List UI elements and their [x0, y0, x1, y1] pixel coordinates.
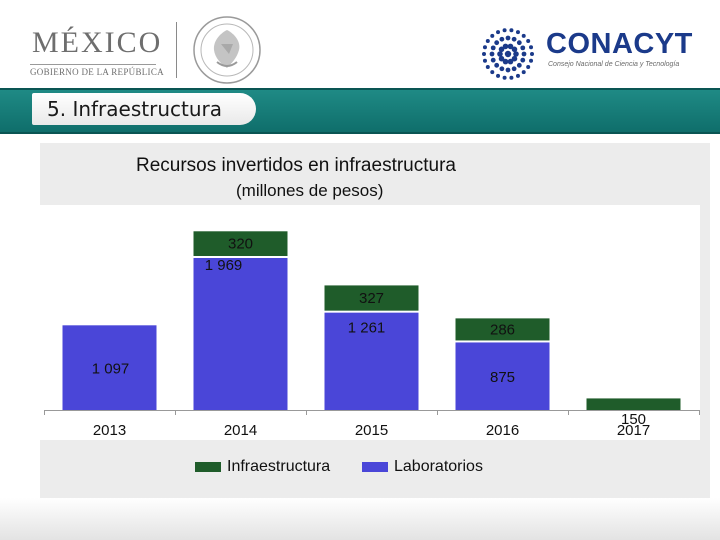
data-label-infraestructura-2016: 286	[490, 321, 515, 338]
header: MÉXICO GOBIERNO DE LA REPÚBLICA CONACYT …	[0, 0, 720, 88]
bar-laboratorios-2014	[193, 258, 288, 410]
section-label	[32, 93, 256, 125]
section-title: 5. Infraestructura	[47, 97, 222, 121]
data-label-infraestructura-2014: 320	[228, 236, 253, 253]
data-label-infraestructura-2015: 327	[359, 290, 384, 307]
data-label-laboratorios-2016: 875	[490, 369, 515, 386]
mexico-logo-rule	[30, 64, 156, 65]
panel-footer	[0, 498, 720, 540]
coat-of-arms-icon	[193, 16, 261, 84]
legend-item-laboratorios: Laboratorios	[362, 458, 483, 478]
bar-infraestructura-2017	[586, 398, 681, 410]
conacyt-logo-subtitle: Consejo Nacional de Ciencia y Tecnología	[548, 61, 680, 68]
data-label-laboratorios-2013: 1 097	[92, 361, 130, 378]
data-label-laboratorios-2015: 1 261	[348, 320, 386, 337]
mexico-logo-text: MÉXICO	[32, 26, 163, 59]
x-tick-label-2014: 2014	[224, 422, 257, 439]
chart-subtitle: (millones de pesos)	[236, 181, 384, 200]
legend-swatch-laboratorios	[362, 461, 388, 472]
x-tick-label-2016: 2016	[486, 422, 519, 439]
bar-infraestructura-2016	[455, 318, 550, 341]
bar-infraestructura-2015	[324, 285, 419, 311]
conacyt-logo-icon	[482, 28, 534, 80]
conacyt-logo-text: CONACYT	[546, 28, 693, 60]
bar-laboratorios-2015	[324, 312, 419, 410]
data-label-infraestructura-2017: 150	[621, 411, 646, 428]
bar-infraestructura-2014	[193, 231, 288, 256]
legend-swatch-infraestructura	[195, 461, 221, 472]
bar-laboratorios-2016	[455, 342, 550, 410]
bar-laboratorios-2013	[62, 325, 157, 410]
x-tick-label-2013: 2013	[93, 422, 126, 439]
mexico-logo-subtitle: GOBIERNO DE LA REPÚBLICA	[30, 67, 164, 77]
data-label-laboratorios-2014: 1 969	[205, 257, 243, 274]
legend-label-infraestructura: Infraestructura	[227, 458, 331, 475]
legend-label-laboratorios: Laboratorios	[394, 458, 483, 475]
x-tick-label-2017: 2017	[617, 422, 650, 439]
header-divider	[176, 22, 177, 78]
x-tick-label-2015: 2015	[355, 422, 388, 439]
legend-item-infraestructura: Infraestructura	[195, 458, 330, 478]
chart-title: Recursos invertidos en infraestructura	[136, 155, 456, 176]
